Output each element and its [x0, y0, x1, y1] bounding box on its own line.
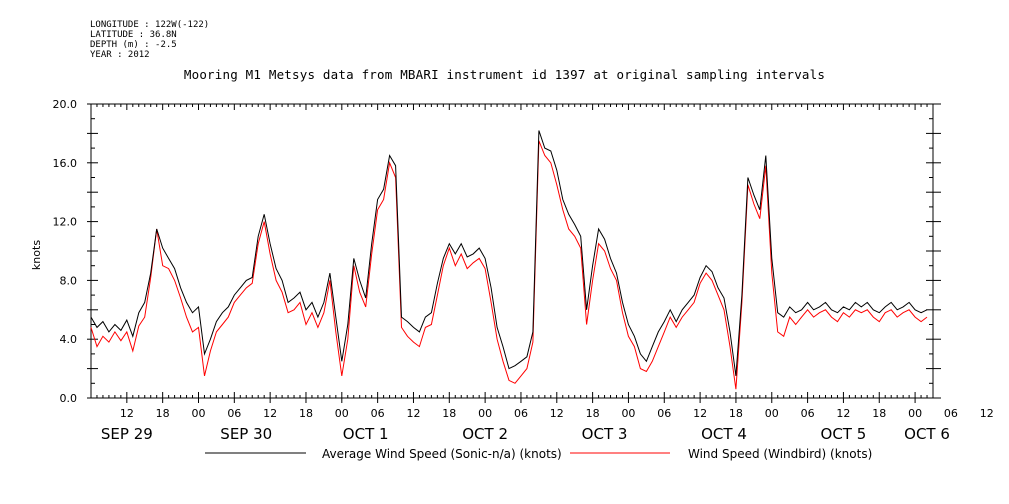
x-hour-tick-label: 12 — [406, 407, 420, 420]
x-hour-tick-label: 12 — [120, 407, 134, 420]
x-day-label: OCT 2 — [462, 425, 508, 443]
x-day-label: OCT 1 — [343, 425, 389, 443]
x-day-label: OCT 5 — [821, 425, 867, 443]
metadata-block: LONGITUDE : 122W(-122) LATITUDE : 36.8N … — [90, 20, 209, 60]
x-day-label: OCT 6 — [904, 425, 950, 443]
x-hour-tick-label: 12 — [980, 407, 994, 420]
y-tick-label: 12.0 — [53, 216, 78, 229]
year-text: YEAR : 2012 — [90, 50, 150, 60]
x-hour-tick-label: 18 — [729, 407, 743, 420]
x-hour-tick-label: 12 — [550, 407, 564, 420]
x-day-label: SEP 30 — [220, 425, 272, 443]
y-axis-label: knots — [30, 240, 43, 270]
x-day-label: SEP 29 — [101, 425, 153, 443]
y-tick-label: 4.0 — [60, 333, 78, 346]
x-hour-tick-label: 06 — [944, 407, 958, 420]
longitude-text: LONGITUDE : 122W(-122) — [90, 20, 210, 30]
x-hour-tick-label: 00 — [765, 407, 779, 420]
x-hour-tick-label: 06 — [371, 407, 385, 420]
legend-label-average: Average Wind Speed (Sonic-n/a) (knots) — [322, 447, 562, 461]
legend: Average Wind Speed (Sonic-n/a) (knots) W… — [205, 447, 872, 461]
x-hour-tick-label: 18 — [586, 407, 600, 420]
y-tick-label: 0.0 — [60, 392, 78, 405]
x-hour-tick-label: 06 — [514, 407, 528, 420]
x-hour-tick-label: 12 — [836, 407, 850, 420]
x-hour-tick-label: 12 — [263, 407, 277, 420]
latitude-text: LATITUDE : 36.8N — [90, 30, 177, 40]
x-hour-tick-label: 18 — [442, 407, 456, 420]
x-hour-tick-label: 06 — [801, 407, 815, 420]
x-hour-tick-label: 18 — [156, 407, 170, 420]
x-hour-tick-label: 18 — [299, 407, 313, 420]
legend-label-windbird: Wind Speed (Windbird) (knots) — [688, 447, 872, 461]
x-hour-tick-label: 06 — [657, 407, 671, 420]
x-hour-tick-label: 06 — [227, 407, 241, 420]
x-hour-tick-label: 12 — [693, 407, 707, 420]
x-hour-tick-label: 00 — [191, 407, 205, 420]
series-line-average-wind-speed — [90, 130, 928, 376]
axes-group: 12 18 00 06 12 18 00 06 12 18 00 06 12 18 00 06 12 18 00 06… — [53, 98, 994, 443]
plot-frame — [90, 103, 934, 399]
y-tick-label: 8.0 — [60, 274, 78, 287]
depth-text: DEPTH (m) : -2.5 — [90, 40, 177, 50]
x-day-label: OCT 4 — [701, 425, 747, 443]
x-hour-tick-label: 00 — [908, 407, 922, 420]
plot-area — [90, 130, 928, 390]
x-hour-tick-label: 00 — [478, 407, 492, 420]
x-hour-tick-label: 18 — [872, 407, 886, 420]
x-hour-tick-label: 00 — [621, 407, 635, 420]
y-tick-label: 16.0 — [53, 157, 78, 170]
x-hour-tick-label: 00 — [335, 407, 349, 420]
chart-title: Mooring M1 Metsys data from MBARI instru… — [183, 67, 826, 82]
x-day-label: OCT 3 — [582, 425, 628, 443]
y-tick-label: 20.0 — [53, 98, 78, 111]
series-line-windbird-wind-speed — [90, 140, 928, 390]
